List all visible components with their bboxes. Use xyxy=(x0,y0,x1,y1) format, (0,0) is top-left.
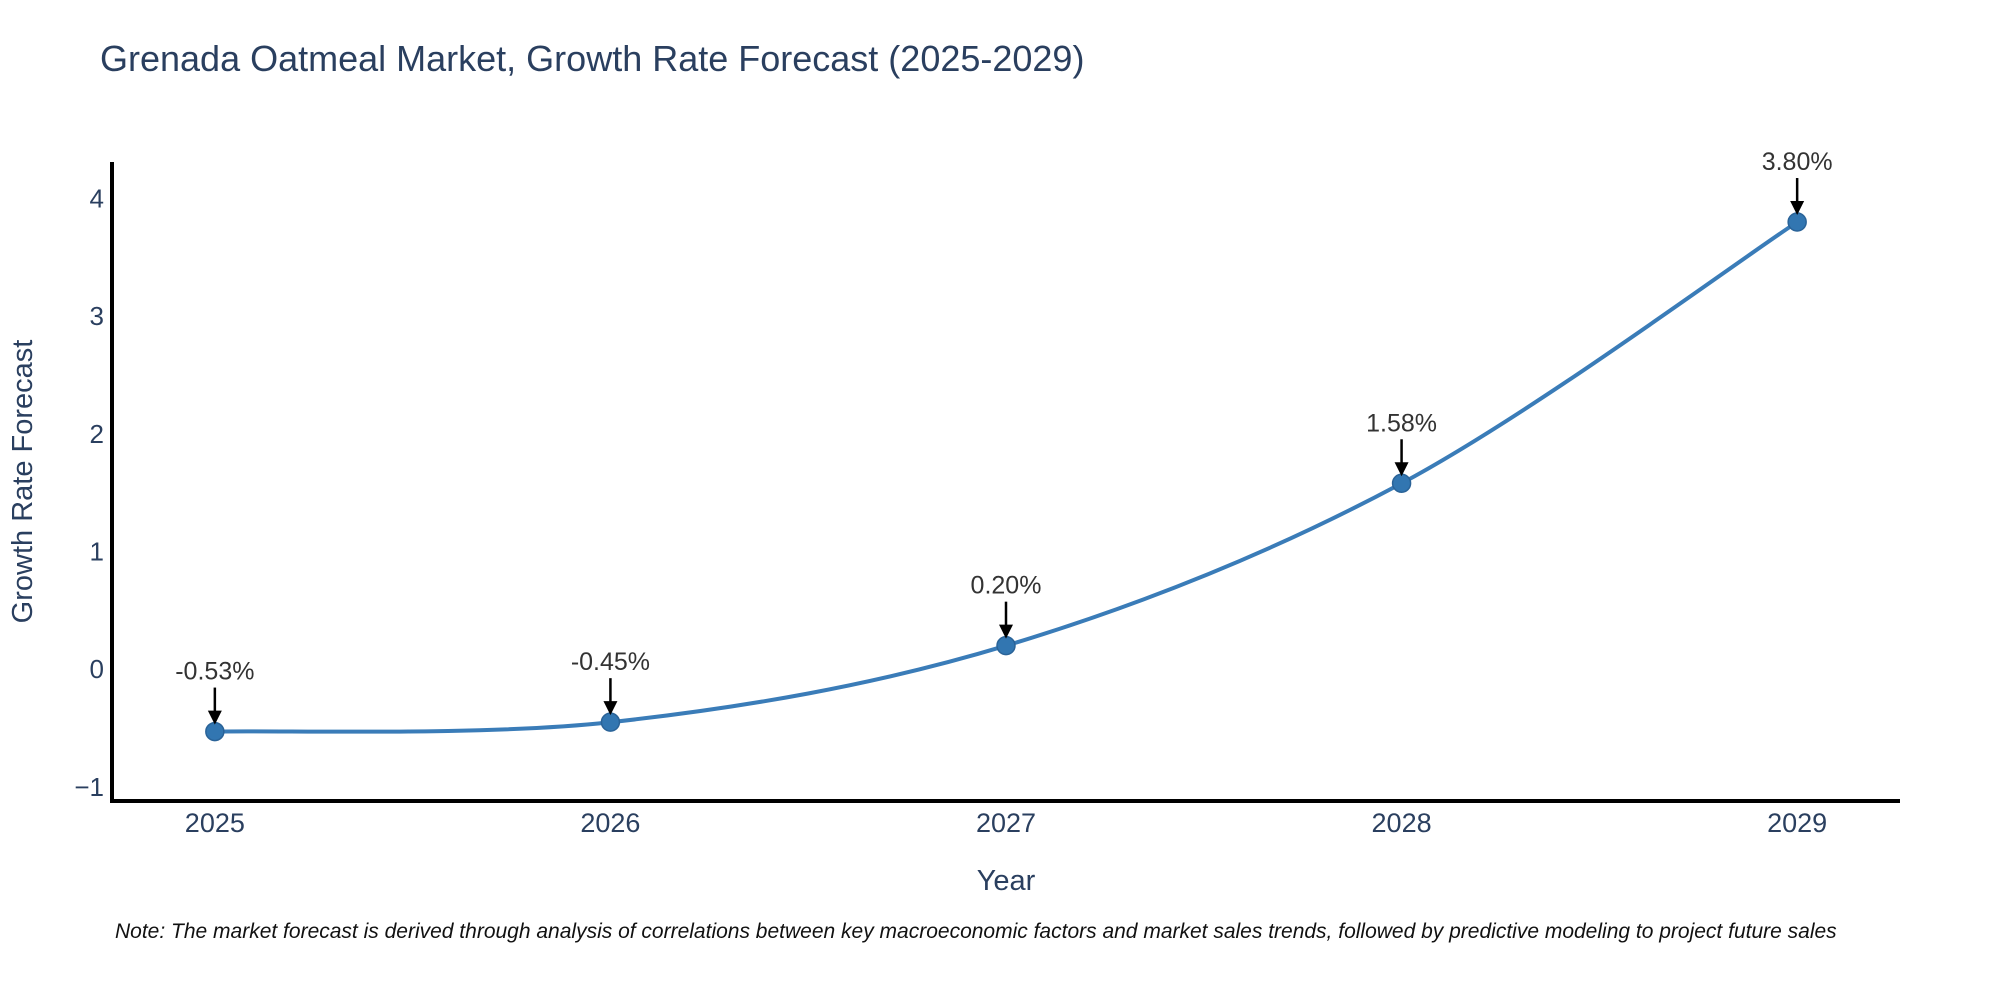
data-point-label: 0.20% xyxy=(971,572,1042,600)
data-point-marker xyxy=(600,712,621,732)
y-tick-label: 1 xyxy=(90,537,104,567)
x-tick-label: 2029 xyxy=(1767,808,1827,838)
data-point-label: 3.80% xyxy=(1762,148,1833,176)
data-point-label: 1.58% xyxy=(1366,409,1437,437)
x-tick-label: 2025 xyxy=(185,808,245,838)
data-point-label: -0.53% xyxy=(175,658,254,686)
y-tick-label: 2 xyxy=(90,419,104,449)
y-tick-label: 0 xyxy=(90,654,104,684)
data-point-marker xyxy=(205,721,225,742)
y-axis-title: Growth Rate Forecast xyxy=(7,340,39,624)
x-axis-title: Year xyxy=(977,865,1036,897)
chart-title: Grenada Oatmeal Market, Growth Rate Fore… xyxy=(100,38,1085,79)
y-tick-label: 4 xyxy=(90,183,104,213)
x-tick-label: 2027 xyxy=(976,808,1036,838)
data-point-label: -0.45% xyxy=(571,648,650,676)
y-tick-label: 3 xyxy=(90,301,104,331)
x-tick-label: 2026 xyxy=(580,808,640,838)
data-point-marker xyxy=(996,635,1016,656)
annotation-arrowhead-icon xyxy=(207,710,222,725)
data-point-marker xyxy=(1391,473,1412,494)
footnote: Note: The market forecast is derived thr… xyxy=(115,920,1837,943)
annotation-arrowhead-icon xyxy=(1394,462,1409,477)
annotation-arrowhead-icon xyxy=(1790,201,1805,216)
y-tick-label: −1 xyxy=(74,772,104,802)
data-point-marker xyxy=(1787,212,1807,232)
annotation-arrowhead-icon xyxy=(603,701,618,716)
x-tick-label: 2028 xyxy=(1372,808,1432,838)
annotation-arrowhead-icon xyxy=(999,624,1013,639)
